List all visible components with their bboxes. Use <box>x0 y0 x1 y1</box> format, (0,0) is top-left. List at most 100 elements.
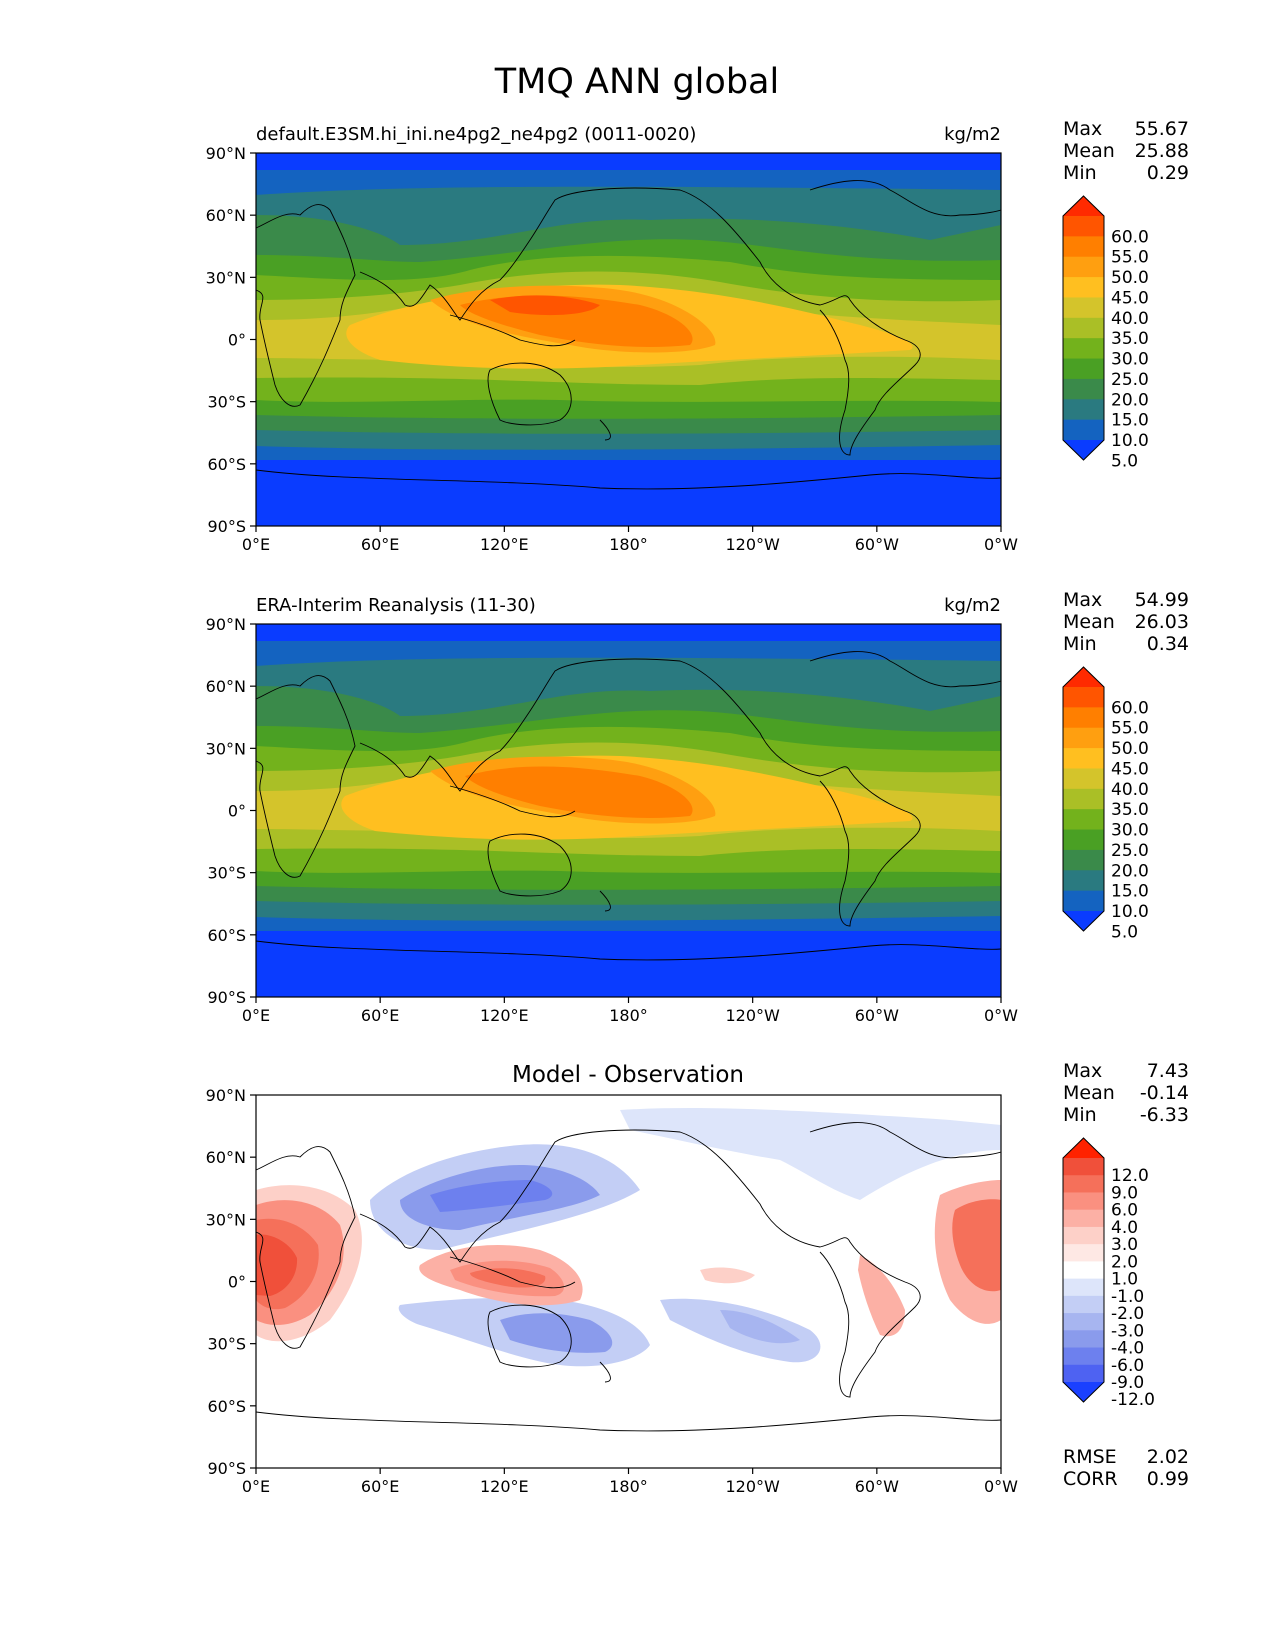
colorbar-tick-label: 9.0 <box>1111 1183 1138 1203</box>
colorbar-swatch <box>1063 1158 1104 1176</box>
colorbar-outline <box>1062 1137 1105 1403</box>
colorbar-swatch <box>1063 1295 1104 1314</box>
colorbar-tick-label: 12.0 <box>1111 1166 1149 1186</box>
y-tick-label: 60°N <box>206 677 246 696</box>
panel-observation-units: kg/m2 <box>944 595 1001 616</box>
map-field-observation <box>256 624 1001 997</box>
colorbar-tick-label: 10.0 <box>1111 431 1149 451</box>
y-tick-label: 60°S <box>207 1397 246 1416</box>
colorbar-tick-label: 15.0 <box>1111 411 1149 431</box>
colorbar-tick-label: 35.0 <box>1111 800 1149 820</box>
colorbar-tick-label: 45.0 <box>1111 288 1149 308</box>
y-axis-ticks-difference: 90°N 60°N 30°N 0° 30°S 60°S 90°S <box>206 1086 256 1478</box>
stat-value-min: -6.33 <box>1140 1104 1189 1126</box>
stats-model: Max 55.67 Mean 25.88 Min 0.29 <box>1063 118 1189 184</box>
x-tick-label: 60°E <box>361 1477 399 1496</box>
colorbar-swatch <box>1063 277 1104 298</box>
y-tick-label: 0° <box>228 802 246 821</box>
colorbar-swatch <box>1063 378 1104 400</box>
y-tick-label: 0° <box>228 331 246 350</box>
x-tick-label: 120°W <box>725 1006 780 1025</box>
y-tick-label: 30°S <box>207 393 246 412</box>
y-tick-label: 60°N <box>206 206 246 225</box>
colorbar-swatch <box>1063 1261 1104 1280</box>
y-tick-label: 30°N <box>206 1210 246 1229</box>
x-axis-ticks-observation: 0°E 60°E 120°E 180° 120°W 60°W 0°W <box>242 997 1018 1025</box>
stat-value-mean: 25.88 <box>1135 140 1189 162</box>
colorbar-tick-label: 60.0 <box>1111 698 1149 718</box>
colorbar-tick-label: 55.0 <box>1111 719 1149 739</box>
y-tick-label: 90°S <box>207 1459 246 1478</box>
y-tick-label: 60°S <box>207 455 246 474</box>
colorbar-extend-max <box>1063 1138 1104 1158</box>
figure-title: TMQ ANN global <box>494 62 779 102</box>
x-tick-label: 60°W <box>855 535 899 554</box>
map-field-model <box>256 153 1001 526</box>
colorbar-tick-label: 60.0 <box>1111 227 1149 247</box>
y-tick-label: 30°N <box>206 268 246 287</box>
colorbar-tick-label: 30.0 <box>1111 350 1149 370</box>
colorbar-tick-label: 4.0 <box>1111 1218 1138 1238</box>
colorbar-swatch <box>1063 1347 1104 1366</box>
colorbar-tick-label: 3.0 <box>1111 1235 1138 1255</box>
y-tick-label: 0° <box>228 1273 246 1292</box>
stat-label-min: Min <box>1063 1104 1097 1126</box>
stat-label-max: Max <box>1063 589 1102 611</box>
colorbar-tick-label: 40.0 <box>1111 780 1149 800</box>
y-axis-ticks-model: 90°N 60°N 30°N 0° 30°S 60°S 90°S <box>206 144 256 536</box>
colorbar-tick-label: 5.0 <box>1111 922 1138 942</box>
colorbar-swatch <box>1063 256 1104 278</box>
colorbar-swatch <box>1063 849 1104 871</box>
stat-label-mean: Mean <box>1063 1082 1115 1104</box>
colorbar-tick-label: -9.0 <box>1111 1373 1144 1393</box>
y-tick-label: 90°S <box>207 517 246 536</box>
colorbar-outline <box>1062 666 1105 932</box>
stats-difference: Max 7.43 Mean -0.14 Min -6.33 <box>1063 1060 1189 1126</box>
colorbar-swatch <box>1063 829 1104 851</box>
x-tick-label: 120°E <box>480 1477 529 1496</box>
colorbar-swatch <box>1063 687 1104 708</box>
colorbar-swatch <box>1063 419 1104 441</box>
colorbar-extend-min <box>1063 911 1104 931</box>
stat-value-mean: -0.14 <box>1140 1082 1189 1104</box>
metric-label-corr: CORR <box>1063 1468 1118 1490</box>
colorbar-swatch <box>1063 1278 1104 1297</box>
stat-label-min: Min <box>1063 162 1097 184</box>
stat-value-max: 54.99 <box>1135 589 1189 611</box>
coastlines-difference <box>256 1122 1001 1432</box>
y-tick-label: 90°N <box>206 615 246 634</box>
colorbar-tick-label: 55.0 <box>1111 248 1149 268</box>
stat-label-mean: Mean <box>1063 140 1115 162</box>
y-tick-label: 30°S <box>207 1335 246 1354</box>
metric-value-rmse: 2.02 <box>1147 1446 1189 1468</box>
y-axis-ticks-observation: 90°N 60°N 30°N 0° 30°S 60°S 90°S <box>206 615 256 1007</box>
colorbar-swatch <box>1063 1330 1104 1349</box>
panel-observation: ERA-Interim Reanalysis (11-30) kg/m2 0 <box>206 589 1189 1025</box>
colorbar-swatch <box>1063 317 1104 339</box>
stat-value-max: 55.67 <box>1135 118 1189 140</box>
x-tick-label: 0°W <box>984 535 1018 554</box>
x-tick-label: 120°W <box>725 1477 780 1496</box>
x-tick-label: 60°W <box>855 1477 899 1496</box>
y-tick-label: 90°N <box>206 144 246 163</box>
x-tick-label: 120°E <box>480 535 529 554</box>
colorbar-tick-label: -12.0 <box>1111 1390 1155 1410</box>
colorbar-tick-label: 25.0 <box>1111 841 1149 861</box>
colorbar-swatch <box>1063 890 1104 912</box>
x-tick-label: 0°E <box>242 1006 270 1025</box>
colorbar-extend-min <box>1063 440 1104 460</box>
colorbar-difference: 12.09.06.04.03.02.01.0-1.0-2.0-3.0-4.0-6… <box>1062 1137 1155 1410</box>
colorbar-tick-label: 20.0 <box>1111 861 1149 881</box>
x-tick-label: 60°E <box>361 1006 399 1025</box>
x-tick-label: 60°W <box>855 1006 899 1025</box>
stat-label-min: Min <box>1063 633 1097 655</box>
colorbar-swatch <box>1063 870 1104 892</box>
colorbar-swatch <box>1063 748 1104 769</box>
colorbar-swatch <box>1063 358 1104 380</box>
x-tick-label: 180° <box>609 1006 648 1025</box>
panel-observation-title: ERA-Interim Reanalysis (11-30) <box>256 595 536 616</box>
colorbar-tick-label: 15.0 <box>1111 882 1149 902</box>
y-tick-label: 60°S <box>207 926 246 945</box>
x-tick-label: 0°W <box>984 1477 1018 1496</box>
